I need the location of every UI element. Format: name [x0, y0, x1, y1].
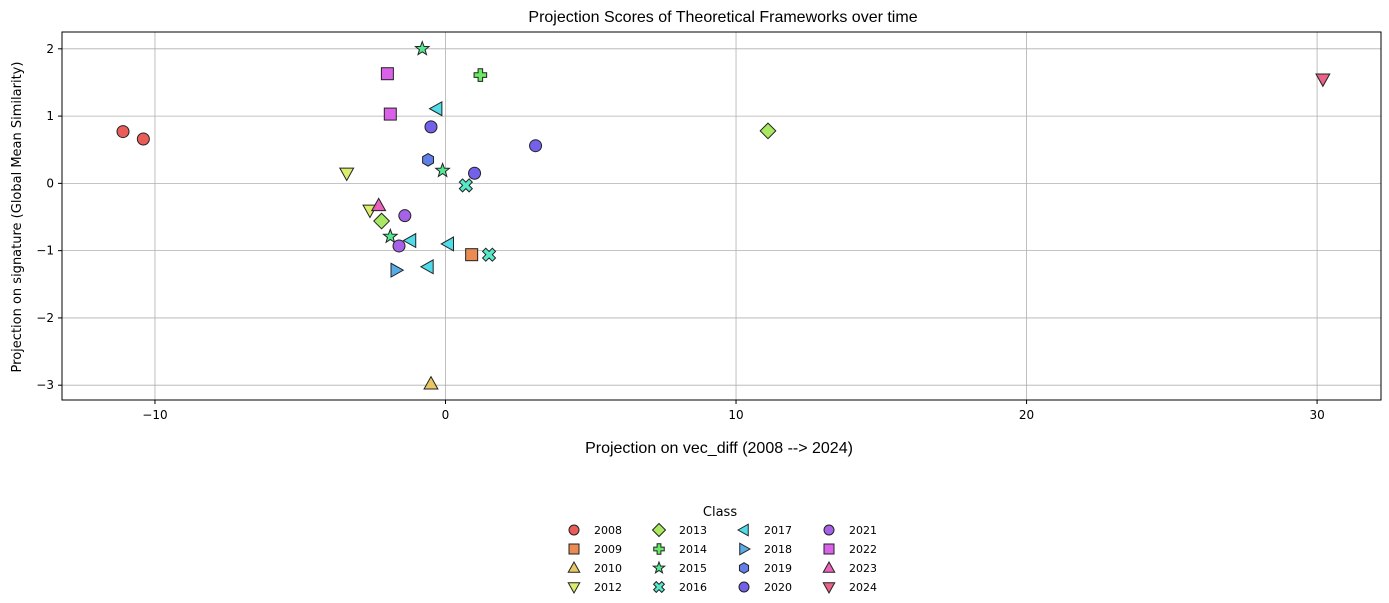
legend-marker-2024	[822, 582, 836, 595]
legend-marker-2014	[653, 543, 665, 555]
data-point-2015	[382, 227, 399, 244]
legend-marker-2016	[652, 580, 666, 594]
x-axis-label: Projection on vec_diff (2008 --> 2024)	[585, 440, 853, 457]
legend-marker-2022	[823, 543, 835, 555]
legend-marker-2018	[739, 542, 752, 556]
chart-title: Projection Scores of Theoretical Framewo…	[528, 9, 917, 26]
legend-label-2016: 2016	[679, 581, 707, 594]
data-point-2021	[398, 209, 412, 223]
legend-marker-2013	[651, 522, 667, 538]
data-point-2009	[465, 248, 479, 262]
legend-label-2012: 2012	[594, 581, 622, 594]
y-tick-label: 2	[46, 42, 54, 56]
data-point-2022	[380, 67, 394, 81]
data-point-2016-group	[458, 178, 474, 193]
legend-marker-2021	[823, 524, 835, 536]
legend-label-2014: 2014	[679, 543, 707, 556]
data-point-2019	[422, 152, 435, 167]
legend-label-2023: 2023	[849, 562, 877, 575]
data-point-2017	[428, 100, 443, 117]
data-point-2023	[370, 197, 387, 212]
data-point-2013	[373, 212, 391, 230]
legend-marker-2020	[738, 581, 750, 593]
y-tick-label: −1	[36, 244, 54, 258]
x-tick-label: 20	[1019, 408, 1034, 422]
y-tick-label: 1	[46, 109, 54, 123]
data-point-2020	[424, 120, 438, 134]
data-point-2017	[402, 232, 417, 249]
legend-marker-2010	[567, 560, 581, 573]
legend-marker-2016-group	[652, 580, 666, 594]
legend-label-2013: 2013	[679, 524, 707, 537]
data-point-2016-group	[481, 247, 497, 262]
y-tick-label: 0	[46, 176, 54, 190]
x-tick-label: 10	[728, 408, 743, 422]
legend-label-2022: 2022	[849, 543, 877, 556]
legend-marker-2023	[822, 560, 836, 573]
data-point-2017	[440, 236, 455, 252]
legend-label-2010: 2010	[594, 562, 622, 575]
legend-marker-2017	[736, 523, 749, 537]
y-axis-label: Projection on signature (Global Mean Sim…	[10, 62, 25, 373]
data-point-2021	[392, 239, 406, 253]
legend-marker-2009	[568, 543, 580, 555]
data-point-2018	[390, 262, 405, 278]
data-point-2010	[423, 375, 439, 390]
data-point-2022	[383, 107, 397, 121]
data-point-2017	[419, 259, 434, 275]
legend-label-2024: 2024	[849, 581, 877, 594]
data-point-2008	[116, 125, 130, 139]
legend: Class 2008 2009 2010 2012 2013 2014 2015 2016 20…	[567, 505, 877, 595]
x-tick-label: 30	[1309, 408, 1324, 422]
legend-marker-2012	[567, 582, 581, 595]
plot-area-frame	[61, 31, 1382, 401]
legend-label-2020: 2020	[764, 581, 792, 594]
legend-marker-2008	[568, 524, 580, 536]
data-point-2014	[473, 68, 488, 82]
legend-label-2017: 2017	[764, 524, 792, 537]
data-point-2015	[414, 40, 431, 56]
legend-marker-2015	[651, 560, 667, 575]
data-point-2016	[458, 178, 474, 193]
legend-label-2018: 2018	[764, 543, 792, 556]
legend-label-2009: 2009	[594, 543, 622, 556]
legend-label-2021: 2021	[849, 524, 877, 537]
legend-title: Class	[703, 505, 737, 520]
data-point-2024	[1315, 73, 1331, 88]
x-tick-label: −10	[142, 408, 167, 422]
data-point-2012	[338, 167, 355, 182]
data-points	[116, 40, 1331, 390]
data-point-2015	[434, 161, 451, 178]
data-point-2013	[759, 122, 777, 140]
legend-label-2015: 2015	[679, 562, 707, 575]
data-point-2020	[468, 166, 482, 180]
data-point-2020	[529, 139, 543, 153]
y-tick-label: −3	[36, 378, 54, 392]
grid	[62, 32, 1381, 400]
legend-marker-2019	[738, 562, 750, 574]
data-point-2016	[481, 247, 497, 262]
data-point-2008	[136, 132, 150, 146]
legend-label-2019: 2019	[764, 562, 792, 575]
y-tick-label: −2	[36, 311, 54, 325]
legend-label-2008: 2008	[594, 524, 622, 537]
x-tick-label: 0	[442, 408, 450, 422]
